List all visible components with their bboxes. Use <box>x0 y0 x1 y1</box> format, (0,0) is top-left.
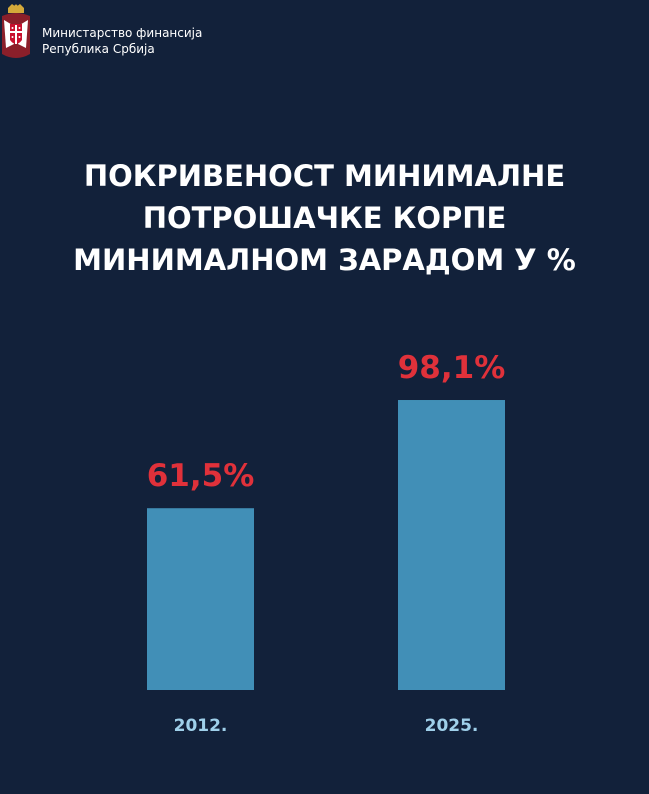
value-label-2012: 61,5% <box>147 458 255 494</box>
category-label-2012: 2012. <box>174 716 228 736</box>
chart-title-line1: ПОКРИВЕНОСТ МИНИМАЛНЕ <box>83 159 566 193</box>
ministry-name-line1: Министарство финансија <box>42 26 203 40</box>
category-label-2025: 2025. <box>425 716 479 736</box>
ministry-name-line2: Република Србија <box>42 42 155 56</box>
bar-2025 <box>398 400 505 690</box>
chart-title-line2: ПОТРОШАЧКЕ КОРПЕ <box>142 201 507 235</box>
serbian-coat-of-arms-icon <box>2 4 30 58</box>
value-label-2025: 98,1% <box>398 350 506 386</box>
chart-title-line3: МИНИМАЛНОМ ЗАРАДОМ У % <box>73 243 576 277</box>
chart-title: ПОКРИВЕНОСТ МИНИМАЛНЕ ПОТРОШАЧКЕ КОРПЕ М… <box>0 155 649 281</box>
bar-2012 <box>147 508 254 690</box>
header: Министарство финансија Република Србија <box>0 0 649 70</box>
ministry-name: Министарство финансија Република Србија <box>42 25 202 57</box>
